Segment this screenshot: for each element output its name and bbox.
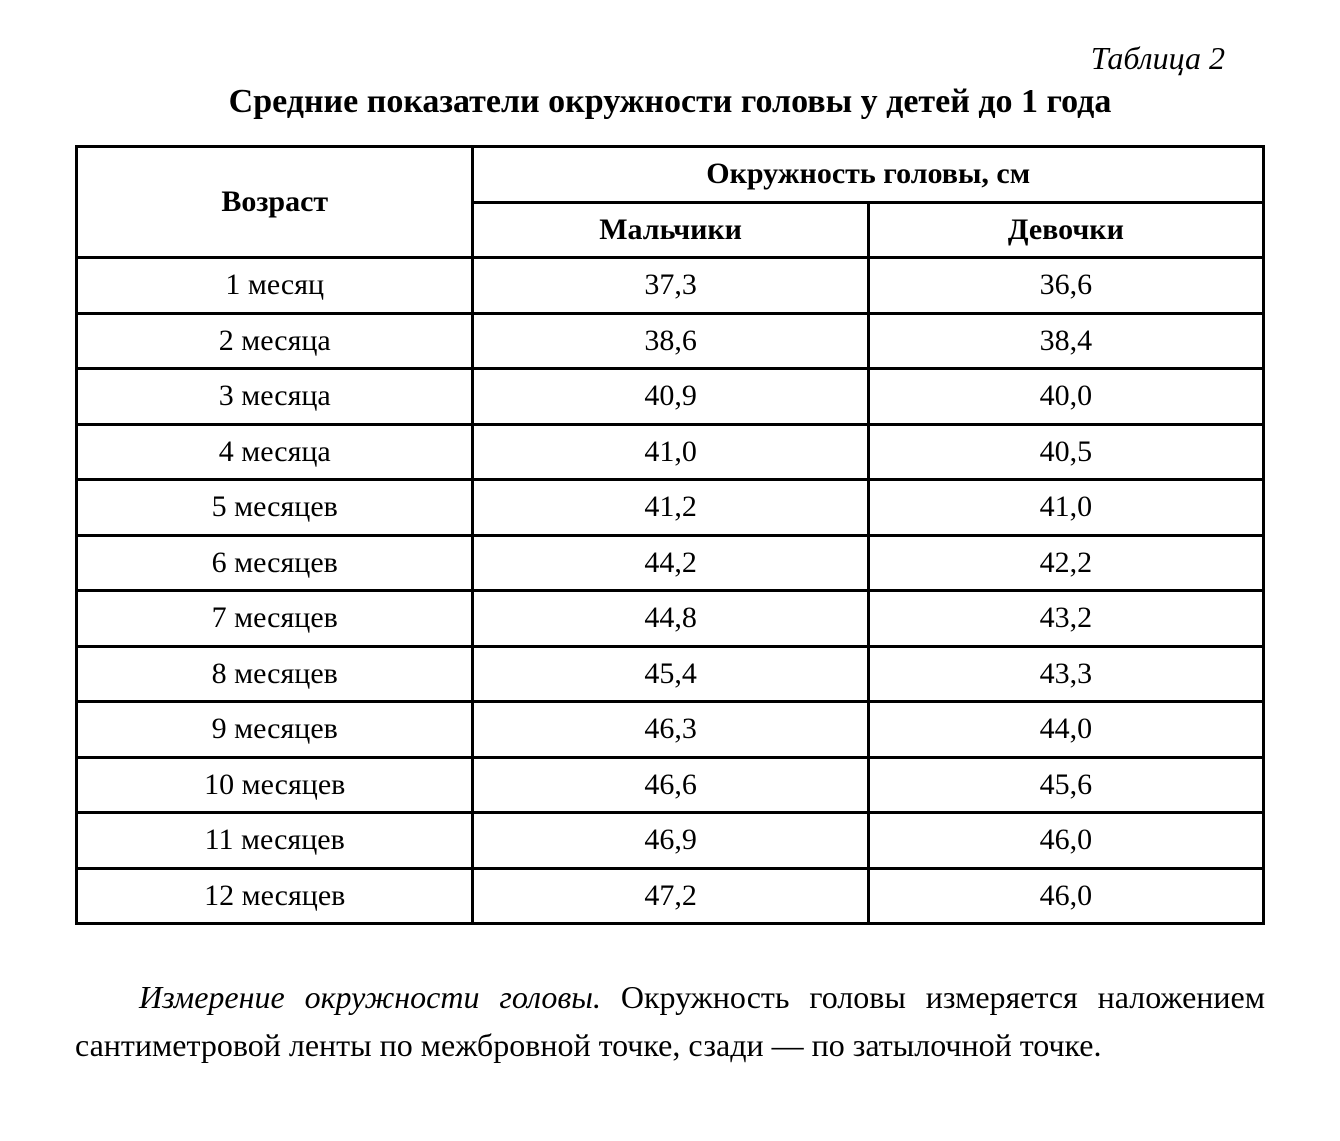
cell-boys: 40,9 (473, 369, 868, 425)
head-circumference-table: Возраст Окружность головы, см Мальчики Д… (75, 145, 1265, 925)
cell-boys: 41,0 (473, 424, 868, 480)
cell-boys: 44,2 (473, 535, 868, 591)
table-row: 1 месяц37,336,6 (77, 258, 1264, 314)
cell-girls: 45,6 (868, 757, 1263, 813)
cell-boys: 46,9 (473, 813, 868, 869)
cell-girls: 46,0 (868, 868, 1263, 924)
col-header-age: Возраст (77, 147, 473, 258)
table-header: Возраст Окружность головы, см Мальчики Д… (77, 147, 1264, 258)
table-row: 12 месяцев47,246,0 (77, 868, 1264, 924)
table-row: 10 месяцев46,645,6 (77, 757, 1264, 813)
table-row: 8 месяцев45,443,3 (77, 646, 1264, 702)
cell-girls: 38,4 (868, 313, 1263, 369)
cell-girls: 36,6 (868, 258, 1263, 314)
cell-boys: 38,6 (473, 313, 868, 369)
table-row: 6 месяцев44,242,2 (77, 535, 1264, 591)
cell-boys: 46,3 (473, 702, 868, 758)
col-header-girls: Девочки (868, 202, 1263, 258)
col-header-boys: Мальчики (473, 202, 868, 258)
table-row: 9 месяцев46,344,0 (77, 702, 1264, 758)
cell-age: 12 месяцев (77, 868, 473, 924)
cell-girls: 44,0 (868, 702, 1263, 758)
table-row: 2 месяца38,638,4 (77, 313, 1264, 369)
cell-age: 3 месяца (77, 369, 473, 425)
cell-age: 2 месяца (77, 313, 473, 369)
cell-age: 9 месяцев (77, 702, 473, 758)
cell-boys: 46,6 (473, 757, 868, 813)
page: Таблица 2 Средние показатели окружности … (0, 0, 1340, 1141)
measurement-paragraph: Измерение окружности головы. Окружность … (75, 973, 1265, 1069)
cell-girls: 40,5 (868, 424, 1263, 480)
cell-age: 5 месяцев (77, 480, 473, 536)
cell-boys: 37,3 (473, 258, 868, 314)
cell-boys: 44,8 (473, 591, 868, 647)
cell-girls: 41,0 (868, 480, 1263, 536)
cell-girls: 43,2 (868, 591, 1263, 647)
cell-age: 8 месяцев (77, 646, 473, 702)
cell-boys: 47,2 (473, 868, 868, 924)
cell-girls: 46,0 (868, 813, 1263, 869)
cell-age: 4 месяца (77, 424, 473, 480)
cell-age: 1 месяц (77, 258, 473, 314)
cell-age: 6 месяцев (77, 535, 473, 591)
cell-boys: 45,4 (473, 646, 868, 702)
cell-age: 11 месяцев (77, 813, 473, 869)
col-header-group: Окружность головы, см (473, 147, 1264, 203)
cell-girls: 40,0 (868, 369, 1263, 425)
table-row: 11 месяцев46,946,0 (77, 813, 1264, 869)
table-body: 1 месяц37,336,62 месяца38,638,43 месяца4… (77, 258, 1264, 924)
cell-girls: 42,2 (868, 535, 1263, 591)
cell-age: 10 месяцев (77, 757, 473, 813)
table-title: Средние показатели окружности головы у д… (75, 83, 1265, 121)
table-caption-number: Таблица 2 (75, 40, 1225, 77)
cell-age: 7 месяцев (77, 591, 473, 647)
paragraph-lead: Измерение окружности головы. (139, 979, 601, 1015)
cell-girls: 43,3 (868, 646, 1263, 702)
table-row: 3 месяца40,940,0 (77, 369, 1264, 425)
table-row: 7 месяцев44,843,2 (77, 591, 1264, 647)
table-row: 5 месяцев41,241,0 (77, 480, 1264, 536)
table-row: 4 месяца41,040,5 (77, 424, 1264, 480)
cell-boys: 41,2 (473, 480, 868, 536)
